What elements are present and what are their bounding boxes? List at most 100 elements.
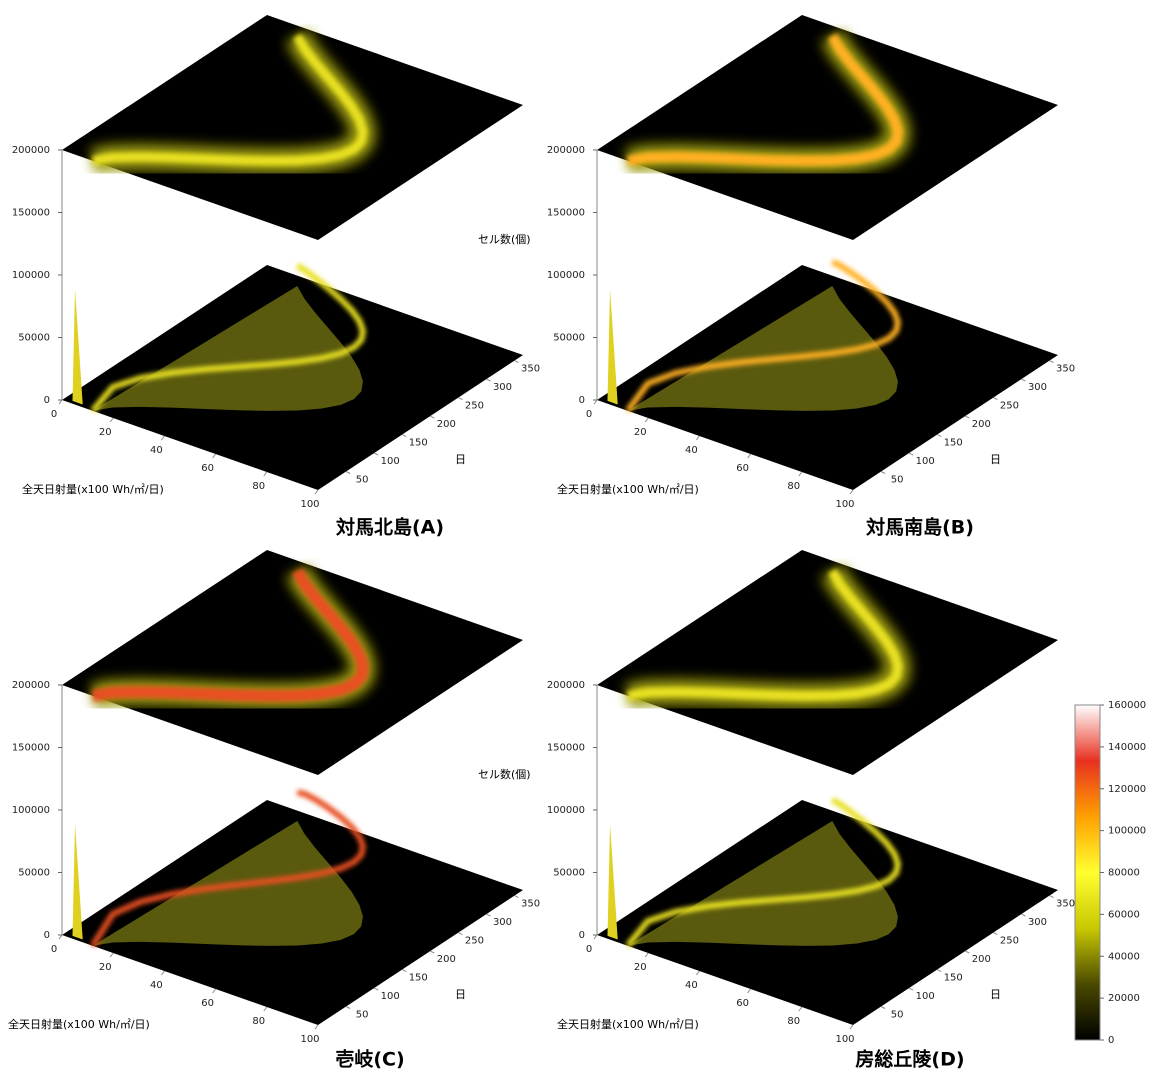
y-axis-label: 日 [455, 988, 466, 1001]
x-tick-label: 100 [835, 499, 854, 510]
surface-peak [72, 289, 82, 404]
y-tick-label: 150 [944, 438, 963, 449]
surface-peak [72, 824, 82, 939]
x-tick-label: 20 [634, 962, 647, 973]
x-tick [748, 989, 751, 993]
y-tick-label: 200 [972, 954, 991, 965]
panel: 0500001000001500002000000204060801005010… [12, 15, 540, 539]
y-tick-label: 100 [381, 991, 400, 1002]
x-tick [110, 418, 113, 422]
x-tick-label: 20 [634, 427, 647, 438]
y-tick-label: 200 [437, 954, 456, 965]
y-tick [515, 896, 519, 898]
y-tick [1021, 914, 1025, 916]
y-tick-label: 350 [1056, 899, 1075, 910]
z-tick-label: 0 [579, 395, 585, 406]
y-tick-label: 250 [465, 936, 484, 947]
z-axis-label: セル数(個) [478, 233, 531, 246]
x-tick-label: 60 [736, 463, 749, 474]
y-axis-label: 日 [990, 988, 1001, 1001]
y-tick-label: 150 [409, 438, 428, 449]
x-tick [110, 953, 113, 957]
colorbar-tick-label: 140000 [1108, 742, 1146, 753]
x-tick-label: 0 [586, 409, 592, 420]
z-tick-label: 200000 [12, 680, 50, 691]
y-tick-label: 200 [972, 419, 991, 430]
y-axis-label: 日 [990, 453, 1001, 466]
y-tick [881, 1007, 885, 1009]
y-tick [937, 970, 941, 972]
figure: 0500001000001500002000000204060801005010… [0, 0, 1158, 1072]
panel-title: 房総丘陵(D) [855, 1048, 964, 1071]
panel: 0500001000001500002000000204060801005010… [8, 550, 540, 1071]
z-tick-label: 0 [44, 395, 50, 406]
x-axis-label: 全天日射量(x100 Wh/㎡/日) [8, 1017, 150, 1031]
x-tick-label: 40 [685, 445, 698, 456]
x-tick [264, 1007, 267, 1011]
z-tick-label: 200000 [547, 145, 585, 156]
panel-title: 壱岐(C) [335, 1048, 404, 1071]
y-tick-label: 150 [944, 973, 963, 984]
x-tick [645, 418, 648, 422]
x-tick-label: 40 [150, 980, 163, 991]
x-tick [264, 472, 267, 476]
y-tick [402, 435, 406, 437]
y-tick-label: 350 [521, 899, 540, 910]
x-tick [696, 971, 699, 975]
z-tick-label: 100000 [12, 805, 50, 816]
z-tick-label: 0 [579, 930, 585, 941]
x-axis-label: 全天日射量(x100 Wh/㎡/日) [557, 1017, 699, 1031]
x-tick-label: 40 [150, 445, 163, 456]
surface-peak [607, 824, 617, 939]
colorbar-tick-label: 160000 [1108, 700, 1146, 711]
z-tick-label: 100000 [12, 270, 50, 281]
y-tick [993, 933, 997, 935]
z-tick-label: 50000 [553, 868, 585, 879]
x-tick [748, 454, 751, 458]
z-tick-label: 0 [44, 930, 50, 941]
y-tick [993, 398, 997, 400]
surface-peak [607, 289, 617, 404]
z-axis-label: セル数(個) [478, 768, 531, 781]
x-tick-label: 20 [99, 427, 112, 438]
colorbar-tick-label: 0 [1108, 1035, 1114, 1046]
x-tick-label: 60 [736, 998, 749, 1009]
y-tick-label: 250 [1000, 401, 1019, 412]
x-tick [59, 935, 62, 939]
y-tick [965, 416, 969, 418]
z-tick-label: 50000 [18, 333, 50, 344]
x-tick-label: 100 [300, 1034, 319, 1045]
x-tick [213, 454, 216, 458]
x-tick [161, 436, 164, 440]
x-tick-label: 100 [300, 499, 319, 510]
x-tick [850, 1025, 853, 1029]
x-tick [594, 400, 597, 404]
colorbar-tick-label: 80000 [1108, 868, 1140, 879]
y-tick-label: 100 [916, 456, 935, 467]
colorbar-tick-label: 120000 [1108, 784, 1146, 795]
x-tick-label: 0 [51, 944, 57, 955]
y-tick-label: 50 [356, 1010, 369, 1021]
z-tick-label: 50000 [18, 868, 50, 879]
x-tick [213, 989, 216, 993]
y-tick [458, 933, 462, 935]
x-tick-label: 80 [787, 481, 800, 492]
x-tick [161, 971, 164, 975]
x-tick [696, 436, 699, 440]
z-tick-label: 150000 [12, 743, 50, 754]
y-tick-label: 100 [916, 991, 935, 1002]
y-tick [486, 379, 490, 381]
z-tick-label: 100000 [547, 270, 585, 281]
colorbar [1075, 705, 1100, 1040]
y-tick-label: 300 [1028, 917, 1047, 928]
x-tick-label: 100 [835, 1034, 854, 1045]
colorbar-tick-label: 20000 [1108, 993, 1140, 1004]
x-tick-label: 80 [252, 1016, 265, 1027]
x-tick [850, 490, 853, 494]
z-tick-label: 50000 [553, 333, 585, 344]
y-tick [374, 453, 378, 455]
y-tick [909, 453, 913, 455]
y-tick [515, 361, 519, 363]
y-tick [1021, 379, 1025, 381]
y-tick-label: 100 [381, 456, 400, 467]
